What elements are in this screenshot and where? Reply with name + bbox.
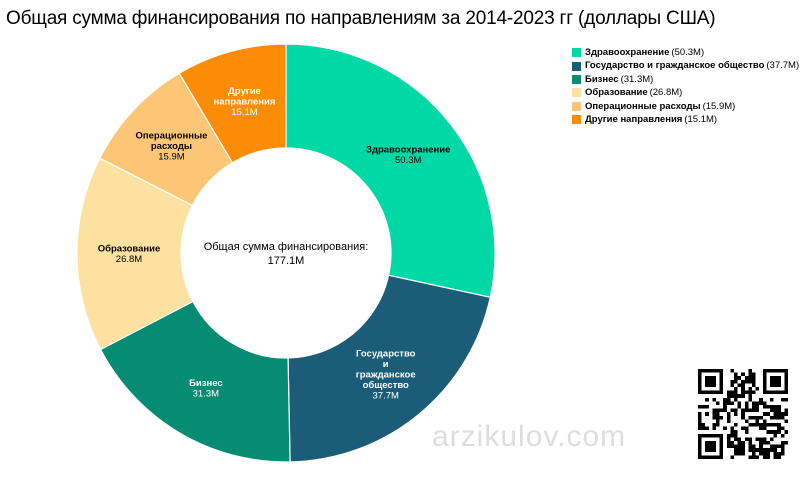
legend-value: (31.3M): [620, 73, 654, 85]
center-value: 177.1M: [268, 255, 305, 267]
watermark: arzikulov.com: [432, 420, 627, 453]
legend-value: (15.9M): [702, 100, 736, 112]
slice-category-label: общество: [363, 380, 409, 391]
slice-category-label: Образование: [98, 244, 161, 255]
legend-item: Государство и гражданское общество (37.7M…: [572, 59, 799, 72]
slice-category-label: Здравоохранение: [366, 144, 450, 155]
legend-item: Операционные расходы (15.9M): [572, 100, 799, 113]
legend-value: (26.8M): [649, 87, 683, 99]
legend-value: (50.3M): [671, 46, 705, 58]
legend-label: Государство и гражданское общество: [585, 60, 765, 72]
legend-item: Образование (26.8M): [572, 86, 799, 99]
slice-1: [285, 43, 496, 299]
slice-6: [178, 43, 287, 164]
legend-label: Образование: [585, 87, 648, 99]
slice-category-label: гражданское: [356, 369, 416, 380]
chart-legend: Здравоохранение (50.3M) Государство и граж…: [572, 46, 799, 126]
slice-4: [76, 157, 194, 351]
legend-label: Операционные расходы: [585, 100, 701, 112]
legend-value: (15.1M): [684, 113, 718, 125]
legend-item: Бизнес (31.3M): [572, 73, 799, 86]
slice-category-label: расходы: [151, 141, 192, 152]
slice-value-label: 26.8M: [116, 254, 142, 265]
legend-swatch: [572, 48, 581, 58]
legend-swatch: [572, 101, 581, 111]
legend-swatch: [572, 74, 581, 84]
legend-item: Другие направления (15.1M): [572, 113, 799, 126]
legend-item: Здравоохранение (50.3M): [572, 46, 799, 59]
slice-category-label: Государство: [356, 348, 416, 359]
slice-category-label: Другие: [228, 86, 261, 97]
slice-category-label: и: [383, 359, 389, 370]
slice-category-label: Операционные: [136, 130, 208, 141]
legend-swatch: [572, 88, 581, 98]
slice-value-label: 37.7M: [373, 390, 399, 401]
legend-swatch: [572, 115, 581, 125]
slice-category-label: Бизнес: [189, 378, 223, 389]
center-label: Общая сумма финансирования:: [204, 241, 369, 253]
chart-title: Общая сумма финансирования по направлени…: [6, 8, 716, 29]
legend-label: Здравоохранение: [585, 46, 670, 58]
legend-label: Другие направления: [585, 113, 683, 125]
legend-swatch: [572, 61, 581, 71]
slice-2: [287, 274, 491, 463]
slice-category-label: направления: [214, 97, 276, 108]
slice-value-label: 31.3M: [193, 388, 219, 399]
slice-value-label: 50.3M: [395, 155, 421, 166]
qr-code: [698, 369, 788, 459]
legend-value: (37.7M): [766, 60, 800, 72]
slice-value-label: 15.1M: [231, 107, 257, 118]
legend-label: Бизнес: [585, 73, 619, 85]
slice-value-label: 15.9M: [158, 151, 184, 162]
slice-3: [99, 300, 291, 463]
